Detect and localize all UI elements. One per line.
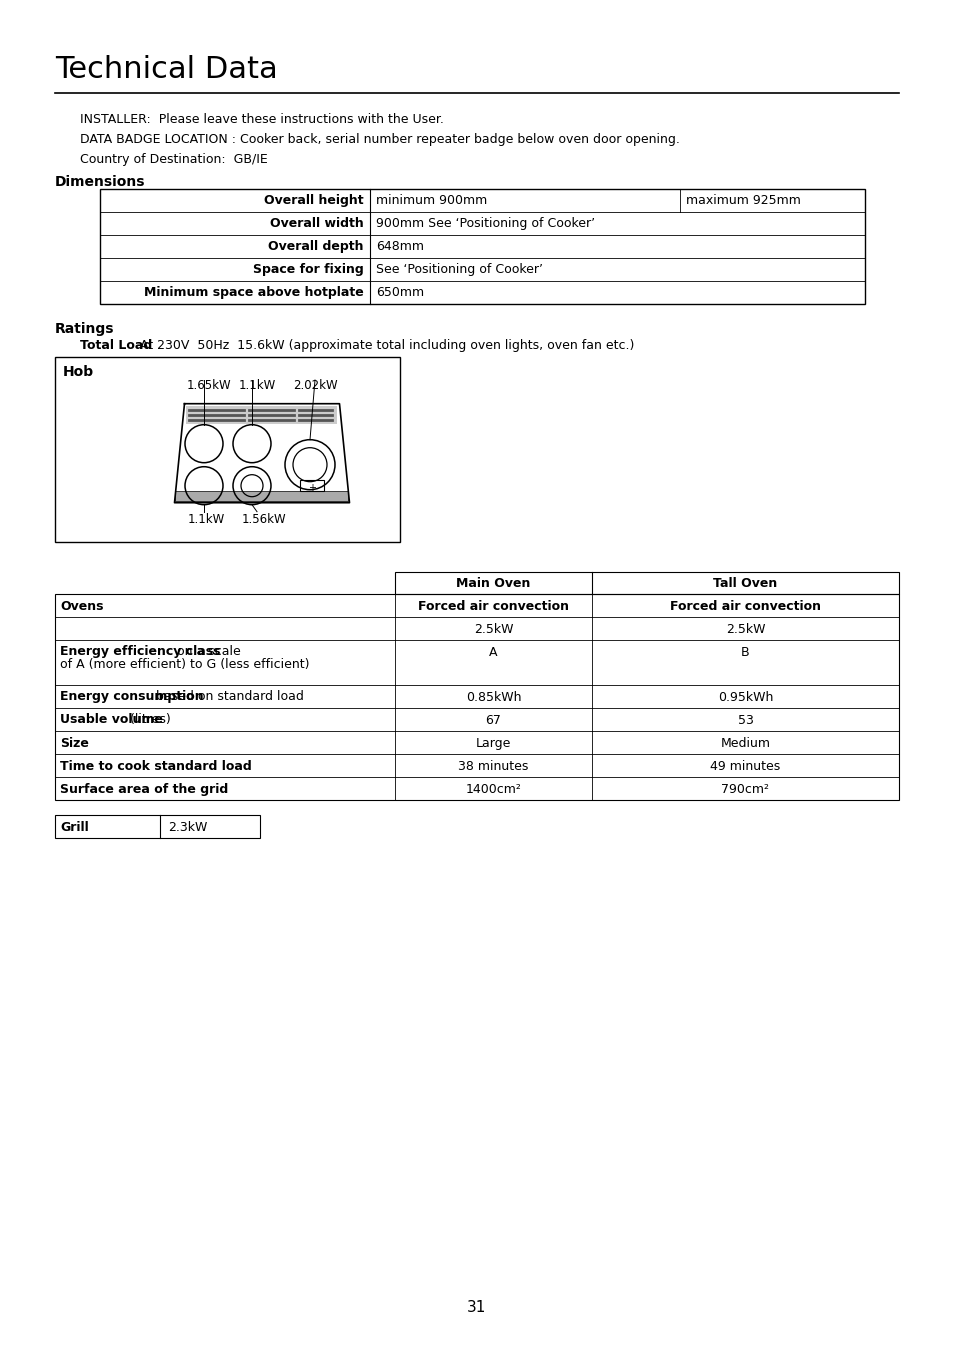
Bar: [55, 815, 260, 838]
Text: 900mm See ‘Positioning of Cooker’: 900mm See ‘Positioning of Cooker’: [375, 217, 595, 230]
Text: 2.3kW: 2.3kW: [168, 821, 207, 834]
Text: Grill: Grill: [60, 821, 89, 834]
Text: Ratings: Ratings: [55, 323, 114, 336]
Text: Size: Size: [60, 737, 89, 751]
Bar: [186, 406, 337, 424]
Text: Energy consumption: Energy consumption: [60, 690, 203, 703]
Text: DATA BADGE LOCATION : Cooker back, serial number repeater badge below oven door : DATA BADGE LOCATION : Cooker back, seria…: [80, 134, 679, 146]
Text: 2.5kW: 2.5kW: [474, 622, 513, 636]
Text: A: A: [489, 647, 497, 659]
Text: Country of Destination:  GB/IE: Country of Destination: GB/IE: [80, 153, 268, 166]
Bar: [55, 594, 898, 801]
Text: Minimum space above hotplate: Minimum space above hotplate: [144, 286, 364, 298]
Text: 790cm²: 790cm²: [720, 783, 769, 796]
Text: 1.1kW: 1.1kW: [238, 379, 275, 391]
Text: maximum 925mm: maximum 925mm: [685, 194, 800, 207]
Bar: [100, 189, 864, 304]
Bar: [395, 572, 898, 594]
Text: Main Oven: Main Oven: [456, 576, 530, 590]
Text: Ovens: Ovens: [60, 599, 103, 613]
Text: Forced air convection: Forced air convection: [417, 599, 568, 613]
Text: Usable volume: Usable volume: [60, 713, 163, 726]
Text: B: B: [740, 647, 749, 659]
Bar: [175, 490, 348, 501]
Text: 2.02kW: 2.02kW: [293, 379, 337, 391]
Text: Overall width: Overall width: [270, 217, 364, 230]
Text: 0.85kWh: 0.85kWh: [465, 691, 520, 703]
Text: 1.65kW: 1.65kW: [187, 379, 231, 391]
Text: Large: Large: [476, 737, 511, 751]
Text: Technical Data: Technical Data: [55, 55, 277, 84]
Text: Tall Oven: Tall Oven: [713, 576, 777, 590]
Text: 53: 53: [737, 714, 753, 728]
Text: of A (more efficient) to G (less efficient): of A (more efficient) to G (less efficie…: [60, 657, 309, 671]
Text: Forced air convection: Forced air convection: [669, 599, 821, 613]
Text: Space for fixing: Space for fixing: [253, 263, 364, 275]
Text: Total Load: Total Load: [80, 339, 152, 352]
Text: Time to cook standard load: Time to cook standard load: [60, 760, 252, 774]
Text: INSTALLER:  Please leave these instructions with the User.: INSTALLER: Please leave these instructio…: [80, 113, 443, 126]
Text: minimum 900mm: minimum 900mm: [375, 194, 487, 207]
Text: 67: 67: [485, 714, 501, 728]
Text: Energy efficiency class: Energy efficiency class: [60, 645, 220, 657]
Text: At 230V  50Hz  15.6kW (approximate total including oven lights, oven fan etc.): At 230V 50Hz 15.6kW (approximate total i…: [132, 339, 634, 352]
Text: See ‘Positioning of Cooker’: See ‘Positioning of Cooker’: [375, 263, 542, 275]
Text: 0.95kWh: 0.95kWh: [717, 691, 772, 703]
Text: +: +: [308, 483, 315, 493]
Text: 49 minutes: 49 minutes: [710, 760, 780, 774]
Text: Medium: Medium: [720, 737, 770, 751]
Text: Dimensions: Dimensions: [55, 176, 146, 189]
Text: 650mm: 650mm: [375, 286, 424, 298]
Text: 648mm: 648mm: [375, 240, 423, 252]
Text: Hob: Hob: [63, 364, 94, 379]
Text: Surface area of the grid: Surface area of the grid: [60, 783, 228, 796]
Text: 2.5kW: 2.5kW: [725, 622, 764, 636]
Text: 38 minutes: 38 minutes: [457, 760, 528, 774]
Text: Overall height: Overall height: [264, 194, 364, 207]
Text: 1400cm²: 1400cm²: [465, 783, 521, 796]
Text: 1.56kW: 1.56kW: [241, 513, 286, 525]
Text: based on standard load: based on standard load: [152, 690, 303, 703]
Bar: [55, 356, 399, 541]
Text: (litres): (litres): [126, 713, 171, 726]
Text: on a scale: on a scale: [177, 645, 241, 657]
Text: 31: 31: [467, 1300, 486, 1315]
Bar: [299, 481, 324, 491]
Text: 1.1kW: 1.1kW: [187, 513, 224, 525]
Text: Overall depth: Overall depth: [268, 240, 364, 252]
